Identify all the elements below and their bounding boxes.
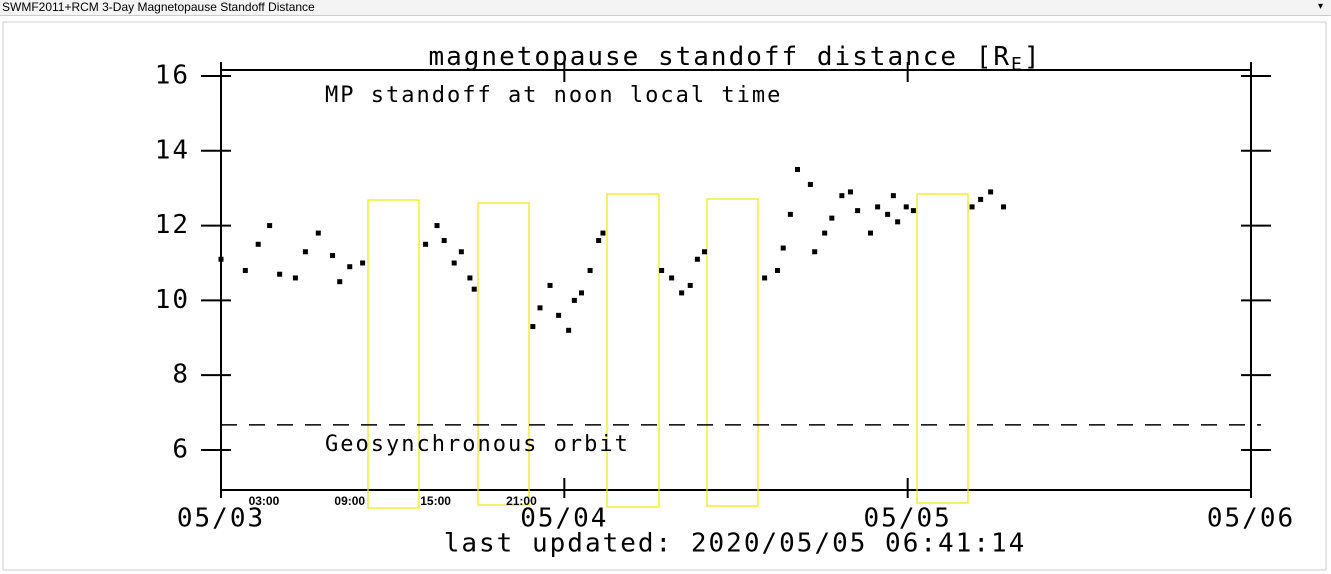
data-point — [267, 223, 273, 229]
data-point — [218, 256, 224, 262]
highlight-boxes — [367, 193, 969, 509]
data-point — [458, 249, 464, 255]
data-point — [890, 193, 896, 199]
data-point — [774, 267, 780, 273]
annotation: MP standoff at noon local time — [325, 83, 782, 108]
data-point — [855, 208, 861, 214]
data-point — [434, 223, 440, 229]
plot-frame — [220, 69, 1252, 491]
highlight-box — [367, 199, 420, 509]
data-point — [669, 275, 675, 281]
data-point — [330, 253, 336, 259]
data-point — [571, 297, 577, 303]
data-point — [780, 245, 786, 251]
x-tick-label: 05/03 — [177, 504, 265, 534]
panel-header: SWMF2011+RCM 3-Day Magnetopause Standoff… — [0, 0, 1331, 16]
data-point — [441, 238, 447, 244]
data-point — [579, 290, 584, 296]
title-bracket: ] — [1024, 42, 1042, 72]
data-point — [762, 275, 768, 281]
highlight-box — [477, 202, 530, 506]
data-point — [694, 256, 700, 262]
x-tick-label: 05/04 — [520, 504, 608, 534]
data-point — [360, 260, 366, 266]
highlight-box — [916, 193, 969, 504]
data-point — [867, 230, 873, 236]
data-point — [277, 271, 283, 277]
data-point — [903, 204, 909, 210]
data-point — [600, 230, 606, 236]
reference-label: Geosynchronous orbit — [325, 432, 630, 457]
y-tick-label: 10 — [155, 285, 190, 315]
x-tick-label: 05/06 — [1207, 504, 1295, 534]
data-point — [969, 204, 975, 210]
title-text: magnetopause standoff distance [R — [428, 42, 1011, 72]
data-point — [337, 279, 343, 285]
data-point — [787, 211, 793, 217]
highlight-box — [606, 193, 660, 508]
data-point — [451, 260, 457, 266]
data-point — [839, 193, 845, 199]
panel-title: SWMF2011+RCM 3-Day Magnetopause Standoff… — [2, 0, 315, 14]
hour-label: 03:00 — [249, 494, 280, 508]
panel-border — [2, 21, 1327, 571]
title-subscript: E — [1011, 54, 1024, 75]
data-point — [347, 264, 353, 270]
x-tick-label: 05/05 — [864, 504, 952, 534]
data-point — [822, 230, 828, 236]
highlight-box — [706, 198, 759, 507]
data-point — [292, 275, 298, 281]
y-tick-label: 8 — [172, 360, 190, 390]
data-point — [659, 267, 665, 273]
y-tick-label: 6 — [172, 434, 190, 464]
data-point — [467, 275, 473, 281]
y-tick-label: 14 — [155, 135, 190, 165]
panel-menu[interactable]: ▾ — [1317, 1, 1323, 12]
data-point — [812, 249, 818, 255]
data-point — [978, 196, 984, 202]
data-point — [315, 230, 321, 236]
data-point — [587, 267, 593, 273]
data-point — [255, 241, 261, 247]
data-point — [537, 305, 543, 311]
data-point — [895, 219, 901, 225]
data-point — [807, 181, 813, 187]
data-point — [530, 324, 536, 330]
hour-label: 21:00 — [506, 494, 537, 508]
data-point — [687, 282, 693, 288]
data-point — [829, 215, 835, 221]
data-point — [596, 238, 602, 244]
data-point — [847, 189, 853, 195]
y-tick-label: 12 — [155, 210, 190, 240]
y-tick-label: 16 — [155, 60, 190, 90]
hour-label: 15:00 — [420, 494, 451, 508]
data-point — [795, 166, 801, 172]
data-point — [547, 282, 553, 288]
data-point — [471, 286, 477, 292]
data-point — [302, 249, 308, 255]
data-point — [423, 241, 429, 247]
data-point — [242, 267, 248, 273]
data-point — [1001, 204, 1007, 210]
chart-title: magnetopause standoff distance [RE] — [428, 42, 1041, 76]
data-point — [875, 204, 881, 210]
footnote: last updated: 2020/05/05 06:41:14 — [444, 529, 1027, 559]
data-point — [885, 211, 891, 217]
data-point — [556, 312, 562, 318]
data-point — [702, 249, 708, 255]
hour-label: 09:00 — [334, 494, 365, 508]
data-point — [910, 208, 916, 214]
data-point — [566, 327, 572, 333]
data-point — [988, 189, 994, 195]
data-point — [679, 290, 685, 296]
